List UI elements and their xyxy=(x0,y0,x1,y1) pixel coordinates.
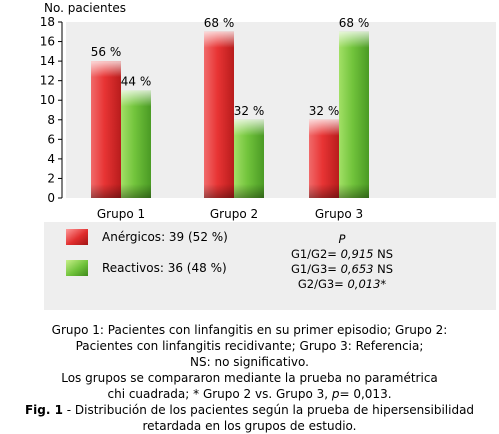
bar xyxy=(121,90,151,198)
bar-highlight xyxy=(204,31,234,48)
caption-line: Grupo 1: Pacientes con linfangitis en su… xyxy=(51,323,448,337)
figure-title-cont: retardada en los grupos de estudio. xyxy=(142,419,357,433)
stats-box: P G1/G2= 0,915 NS G1/G3= 0,653 NS G2/G3=… xyxy=(282,232,402,292)
bar-highlight xyxy=(121,90,151,107)
caption-line: chi cuadrada; * Grupo 2 vs. Grupo 3, p= … xyxy=(107,387,392,401)
y-tick-label: 6 xyxy=(47,132,55,146)
y-tick-label: 10 xyxy=(40,93,55,107)
legend-swatch-green xyxy=(66,260,88,276)
bar-shade xyxy=(339,184,369,198)
figure-caption: Grupo 1: Pacientes con linfangitis en su… xyxy=(0,322,499,434)
bar-shade xyxy=(121,184,151,198)
x-tick-label: Grupo 3 xyxy=(315,207,363,221)
y-tick-label: 2 xyxy=(47,171,55,185)
bar-shade xyxy=(309,184,339,198)
stats-row-g2g3: G2/G3= 0,013* xyxy=(297,277,387,291)
bar-highlight xyxy=(234,119,264,136)
y-axis-label: No. pacientes xyxy=(44,1,126,15)
y-tick-label: 16 xyxy=(40,35,55,49)
bar-chart: No. pacientes 0 2 4 6 8 10 12 14 16 18 56 % 68 % 32… xyxy=(40,1,496,221)
bar xyxy=(204,31,234,199)
bar-value-label: 68 % xyxy=(204,16,235,30)
caption-line: Los grupos se compararon mediante la pru… xyxy=(61,371,438,385)
bar-highlight xyxy=(339,31,369,48)
x-tick-label: Grupo 1 xyxy=(97,207,145,221)
figure-title: Fig. 1 - Distribución de los pacientes s… xyxy=(24,403,475,417)
caption-line: NS: no significativo. xyxy=(190,355,309,369)
y-tick-label: 12 xyxy=(40,74,55,88)
legend-label-reactivos: Reactivos: 36 (48 %) xyxy=(102,261,227,275)
y-tick-label: 18 xyxy=(40,15,55,29)
bar-value-label: 44 % xyxy=(121,74,152,88)
legend-label-anergicos: Anérgicos: 39 (52 %) xyxy=(102,230,228,244)
bar xyxy=(339,31,369,199)
stats-header: P xyxy=(338,232,346,246)
stats-row-g1g2: G1/G2= 0,915 NS xyxy=(290,247,394,261)
legend-swatch-red xyxy=(66,229,88,245)
bar-shade xyxy=(91,184,121,198)
bar xyxy=(91,61,121,198)
bar-highlight xyxy=(91,61,121,78)
y-tick-label: 4 xyxy=(47,152,55,166)
bar-value-label: 68 % xyxy=(339,16,370,30)
legend-item-reactivos: Reactivos: 36 (48 %) xyxy=(66,260,227,276)
bar-shade xyxy=(234,184,264,198)
y-tick-label: 0 xyxy=(47,191,55,205)
bar-value-label: 32 % xyxy=(234,104,265,118)
bar-value-label: 56 % xyxy=(91,45,122,59)
stats-row-g1g3: G1/G3= 0,653 NS xyxy=(290,262,394,276)
bar-shade xyxy=(204,184,234,198)
bar-highlight xyxy=(309,119,339,136)
caption-line: Pacientes con linfangitis recidivante; G… xyxy=(75,339,424,353)
x-tick-label: Grupo 2 xyxy=(210,207,258,221)
y-tick-label: 14 xyxy=(40,54,55,68)
y-tick-label: 8 xyxy=(47,113,55,127)
legend-panel xyxy=(44,222,496,310)
legend-item-anergicos: Anérgicos: 39 (52 %) xyxy=(66,229,228,245)
bar-value-label: 32 % xyxy=(309,104,340,118)
